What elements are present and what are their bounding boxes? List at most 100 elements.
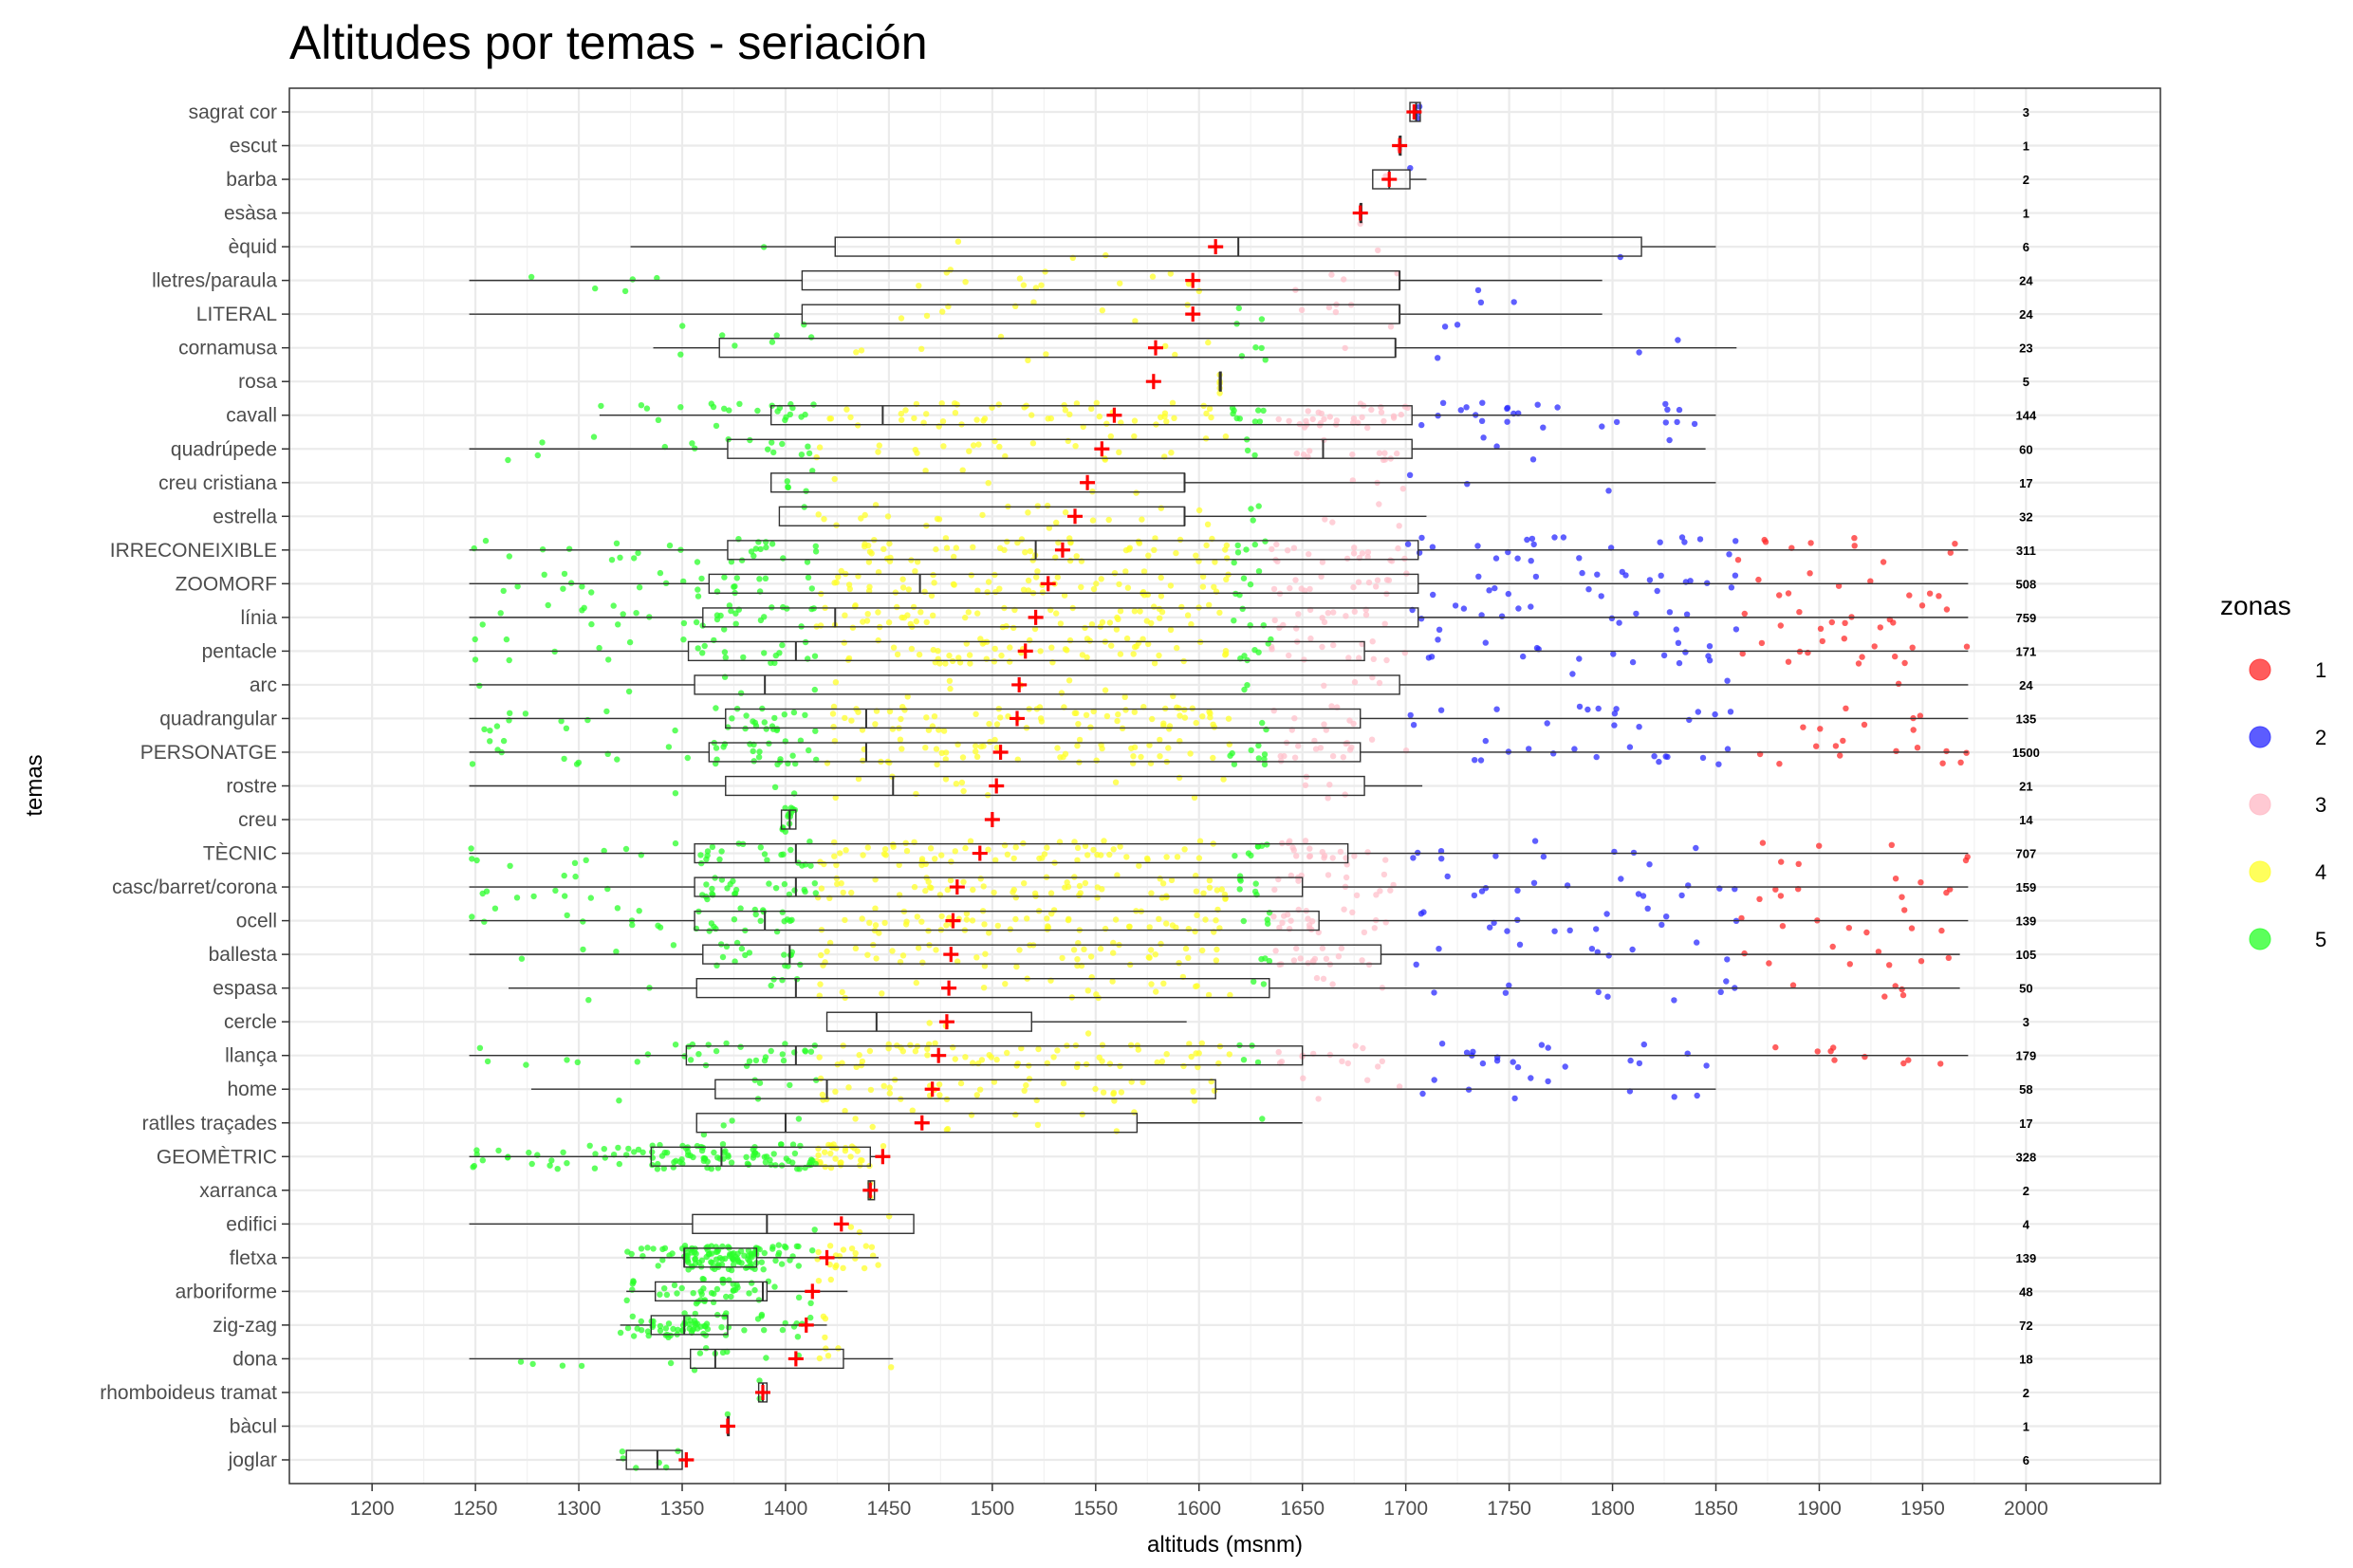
zone-point bbox=[863, 618, 871, 624]
zone-point bbox=[1169, 399, 1176, 406]
zone-point bbox=[617, 554, 623, 561]
legend-key-5 bbox=[2249, 928, 2271, 950]
zone-point bbox=[1073, 553, 1080, 560]
zone-point bbox=[1099, 307, 1106, 314]
zone-point bbox=[1244, 682, 1251, 689]
zone-point bbox=[952, 1056, 958, 1062]
zone-point bbox=[1295, 611, 1302, 618]
zone-point bbox=[1756, 895, 1763, 902]
zone-point bbox=[1520, 653, 1527, 660]
zone-point bbox=[1270, 585, 1278, 593]
zone-point bbox=[1079, 1111, 1086, 1117]
zone-point bbox=[1117, 1062, 1123, 1070]
zone-point bbox=[472, 656, 479, 663]
zone-point bbox=[1817, 726, 1824, 732]
zone-point bbox=[1471, 892, 1478, 899]
zone-point bbox=[862, 511, 868, 519]
zone-point bbox=[1094, 884, 1102, 891]
zone-point bbox=[886, 1084, 893, 1091]
zone-point bbox=[842, 916, 848, 924]
zone-point bbox=[859, 915, 865, 922]
zone-point bbox=[957, 1079, 965, 1087]
zone-point bbox=[718, 1324, 725, 1331]
zone-point bbox=[1359, 640, 1365, 648]
zone-point bbox=[724, 1411, 732, 1418]
zone-point bbox=[666, 1252, 673, 1259]
zone-point bbox=[1482, 737, 1490, 745]
zone-point bbox=[1234, 542, 1241, 549]
zone-point bbox=[1024, 915, 1030, 922]
zone-point bbox=[831, 475, 838, 483]
zone-point bbox=[962, 1054, 969, 1061]
zone-point bbox=[1404, 541, 1412, 547]
zone-point bbox=[902, 839, 909, 846]
zone-point bbox=[918, 918, 925, 925]
zone-point bbox=[733, 575, 740, 581]
mean-marker bbox=[798, 1317, 814, 1333]
y-tick-label: GEOMÈTRIC bbox=[157, 1146, 277, 1168]
zone-point bbox=[1593, 753, 1600, 761]
zone-point bbox=[770, 1151, 777, 1157]
zone-point bbox=[855, 775, 862, 783]
zone-point bbox=[679, 1142, 686, 1150]
zone-point bbox=[1193, 719, 1199, 727]
zone-point bbox=[1613, 418, 1621, 426]
zone-point bbox=[1128, 745, 1135, 752]
zone-point bbox=[1486, 587, 1492, 594]
zone-point bbox=[1041, 851, 1048, 858]
y-tick-label: pentacle bbox=[202, 640, 277, 662]
y-tick-label: edifici bbox=[226, 1213, 277, 1235]
zone-point bbox=[1734, 557, 1742, 563]
zone-point bbox=[881, 919, 888, 927]
zone-point bbox=[564, 1160, 570, 1167]
zone-point bbox=[634, 1325, 640, 1332]
zone-point bbox=[1796, 609, 1803, 616]
zone-point bbox=[1359, 550, 1366, 557]
zone-point bbox=[670, 1164, 676, 1171]
zone-point bbox=[684, 754, 691, 762]
zone-point bbox=[1131, 608, 1139, 615]
zone-point bbox=[1029, 557, 1036, 563]
zone-point bbox=[1340, 754, 1347, 761]
zone-point bbox=[1640, 893, 1647, 899]
zone-point bbox=[1121, 693, 1128, 700]
zone-point bbox=[617, 1329, 624, 1337]
zone-point bbox=[899, 952, 907, 959]
zone-point bbox=[763, 726, 769, 732]
zone-point bbox=[1738, 914, 1745, 922]
zone-point bbox=[1351, 853, 1358, 859]
zone-point bbox=[717, 612, 724, 619]
zone-point bbox=[559, 1362, 566, 1369]
zone-point bbox=[1937, 1061, 1944, 1067]
zone-point bbox=[1430, 591, 1436, 599]
zone-point bbox=[572, 873, 579, 880]
zone-point bbox=[1115, 710, 1121, 718]
zone-point bbox=[717, 941, 725, 948]
zone-point bbox=[1348, 744, 1355, 750]
zone-point bbox=[1172, 351, 1178, 359]
zone-point bbox=[866, 1047, 874, 1055]
zone-point bbox=[629, 1313, 636, 1320]
zone-point bbox=[931, 713, 938, 720]
zone-point bbox=[1640, 1041, 1648, 1048]
zone-point bbox=[991, 1079, 998, 1085]
zone-point bbox=[586, 1142, 593, 1150]
zone-point bbox=[769, 1245, 776, 1252]
zone-point bbox=[1762, 539, 1769, 545]
zone-point bbox=[720, 744, 727, 750]
zone-point bbox=[1654, 587, 1660, 595]
zone-point bbox=[1515, 605, 1522, 612]
mean-marker bbox=[833, 1216, 849, 1232]
zone-point bbox=[966, 652, 973, 658]
count-label: 105 bbox=[2016, 948, 2037, 962]
zone-point bbox=[1816, 842, 1823, 849]
zone-point bbox=[750, 1249, 757, 1257]
zone-point bbox=[1585, 586, 1592, 593]
zone-point bbox=[1909, 644, 1916, 651]
zone-point bbox=[620, 611, 626, 618]
zone-point bbox=[1115, 616, 1121, 622]
zone-point bbox=[749, 1280, 755, 1286]
zone-point bbox=[1074, 844, 1082, 852]
zone-point bbox=[766, 740, 772, 747]
zone-point bbox=[886, 708, 894, 715]
